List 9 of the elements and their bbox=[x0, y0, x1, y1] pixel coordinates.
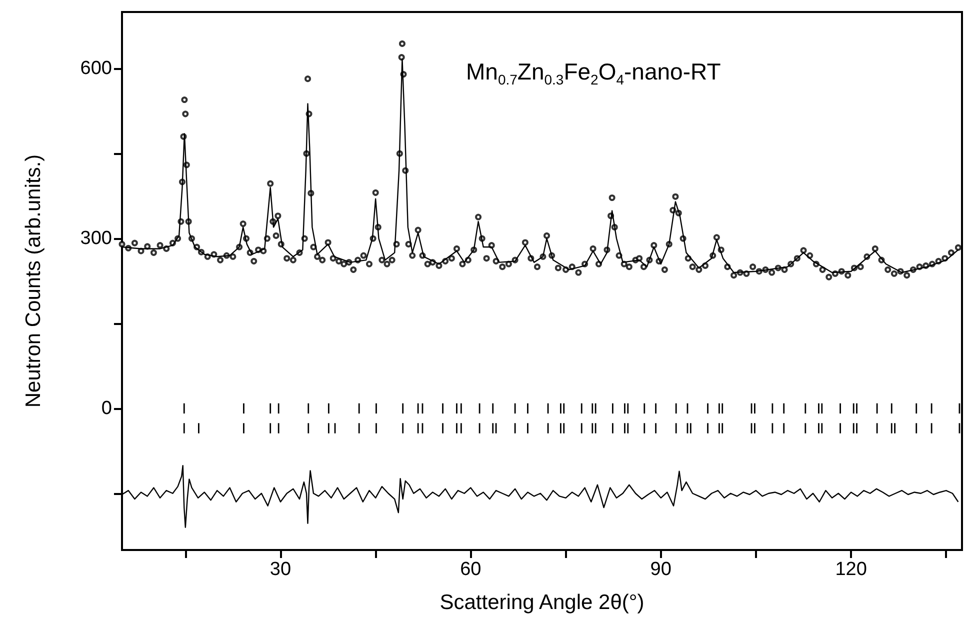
x-tick-label: 30 bbox=[270, 559, 292, 580]
y-tick-label: 0 bbox=[101, 398, 112, 419]
y-tick-label: 600 bbox=[80, 58, 112, 80]
y-axis-title: Neutron Counts (arb.units.) bbox=[22, 154, 45, 408]
x-axis-title: Scattering Angle 2θ(°) bbox=[440, 591, 644, 614]
y-tick-label: 300 bbox=[80, 228, 112, 250]
x-tick-label: 90 bbox=[650, 559, 672, 580]
x-tick-label: 120 bbox=[835, 559, 867, 580]
x-tick-label: 60 bbox=[460, 559, 482, 580]
